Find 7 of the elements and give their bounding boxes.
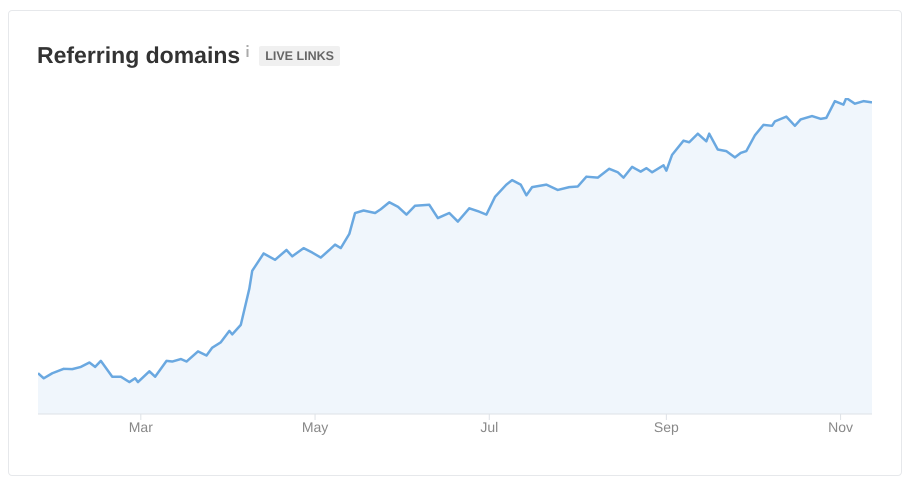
x-tick-label: Sep [654, 418, 680, 435]
x-tick-label: May [302, 418, 328, 435]
x-tick-label: Jul [480, 418, 498, 435]
chart-subtitle: LIVE LINKS [259, 46, 340, 66]
x-tick-label: Mar [128, 418, 154, 435]
x-tick-label: Nov [828, 418, 854, 435]
chart-title: Referring domains [37, 42, 240, 69]
